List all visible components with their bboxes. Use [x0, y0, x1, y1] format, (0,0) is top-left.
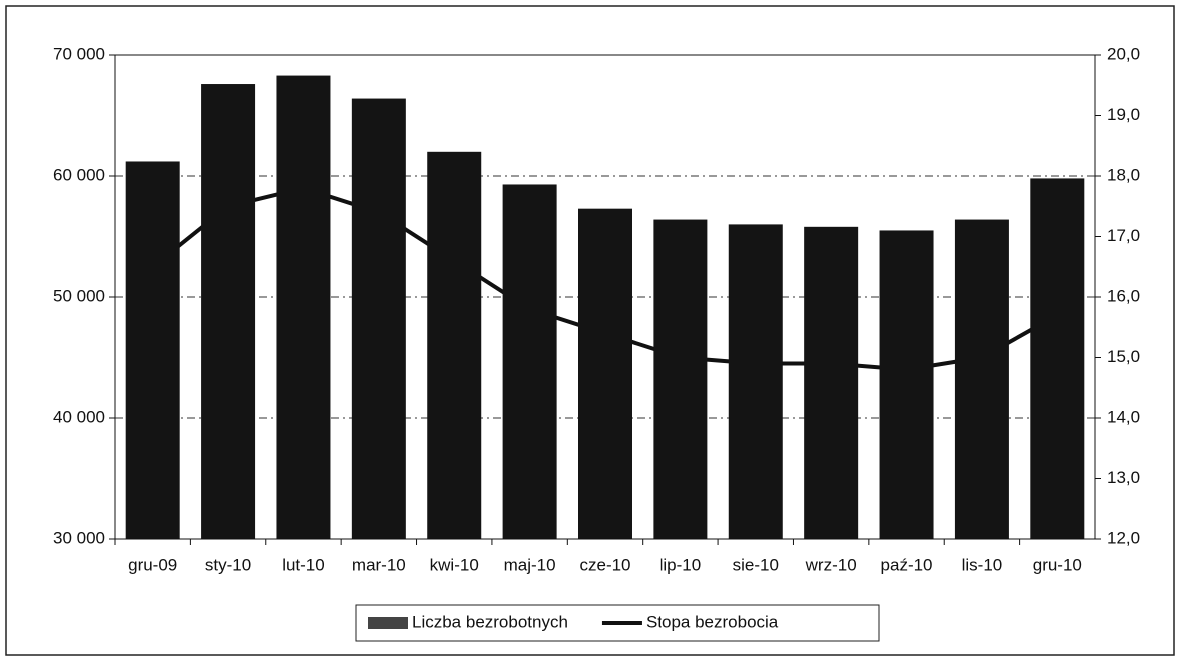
y2-tick-label: 17,0 [1107, 226, 1140, 245]
x-tick-label: sty-10 [205, 555, 251, 574]
y2-tick-label: 14,0 [1107, 407, 1140, 426]
x-tick-label: wrz-10 [805, 555, 857, 574]
bar [879, 230, 934, 539]
x-tick-label: lip-10 [660, 555, 702, 574]
y-tick-label: 70 000 [53, 44, 105, 63]
y2-tick-label: 16,0 [1107, 286, 1140, 305]
bar [954, 219, 1009, 539]
bar [201, 84, 256, 539]
y2-tick-label: 15,0 [1107, 347, 1140, 366]
bar [502, 184, 557, 539]
y2-tick-label: 20,0 [1107, 44, 1140, 63]
x-tick-label: cze-10 [579, 555, 630, 574]
bar [804, 226, 859, 539]
y-tick-label: 30 000 [53, 528, 105, 547]
x-tick-label: gru-10 [1033, 555, 1082, 574]
legend-swatch [368, 617, 408, 629]
bar [125, 161, 180, 540]
y2-tick-label: 18,0 [1107, 165, 1140, 184]
bar [653, 219, 708, 539]
y-tick-label: 40 000 [53, 407, 105, 426]
x-tick-label: lut-10 [282, 555, 325, 574]
y-tick-label: 50 000 [53, 286, 105, 305]
x-tick-label: kwi-10 [430, 555, 479, 574]
y2-tick-label: 19,0 [1107, 105, 1140, 124]
x-tick-label: lis-10 [962, 555, 1003, 574]
legend-label: Stopa bezrobocia [646, 612, 779, 631]
y2-tick-label: 13,0 [1107, 468, 1140, 487]
x-tick-label: maj-10 [504, 555, 556, 574]
bar [427, 151, 482, 540]
chart-frame [5, 5, 1175, 656]
y2-tick-label: 12,0 [1107, 528, 1140, 547]
x-tick-label: sie-10 [733, 555, 779, 574]
bar [728, 224, 783, 539]
x-tick-label: gru-09 [128, 555, 177, 574]
x-tick-label: paź-10 [881, 555, 933, 574]
y-tick-label: 60 000 [53, 165, 105, 184]
bar [578, 208, 632, 540]
legend-label: Liczba bezrobotnych [412, 612, 568, 631]
bar [351, 98, 406, 539]
bar [1030, 178, 1085, 540]
x-tick-label: mar-10 [352, 555, 406, 574]
bar [276, 75, 331, 539]
